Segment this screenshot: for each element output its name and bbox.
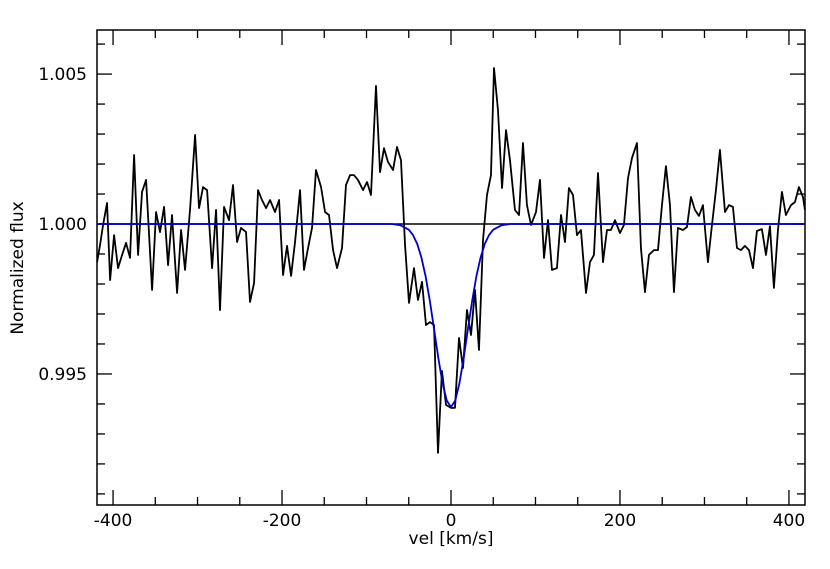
x-tick-label: -200: [263, 511, 302, 531]
x-tick-label: 0: [446, 511, 457, 531]
y-tick-label: 1.000: [38, 215, 87, 235]
y-axis-label: Normalized flux: [8, 201, 28, 334]
x-tick-label: -400: [94, 511, 133, 531]
data-line: [96, 67, 806, 454]
x-tick-label: 200: [604, 511, 636, 531]
y-tick-label: 1.005: [38, 65, 87, 85]
plot-frame: [96, 29, 806, 506]
x-axis-label: vel [km/s]: [409, 529, 494, 549]
x-tick-label: 400: [773, 511, 805, 531]
data-line: [97, 223, 805, 408]
y-tick-label: 0.995: [38, 365, 87, 385]
